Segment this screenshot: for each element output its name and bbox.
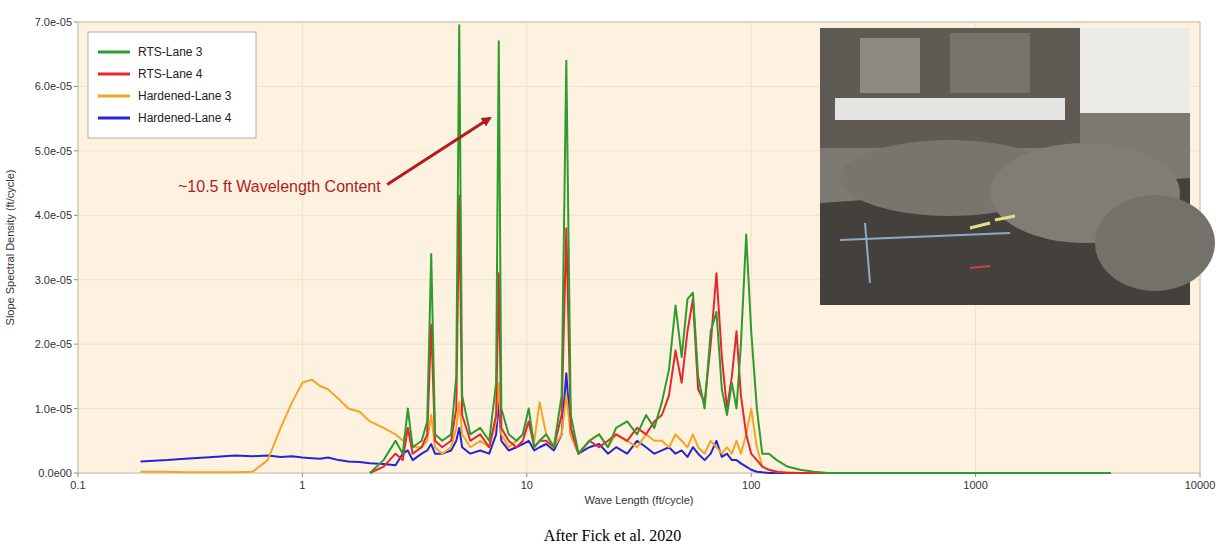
x-axis-title: Wave Length (ft/cycle) <box>584 494 693 506</box>
legend-box <box>88 32 256 138</box>
x-tick-label: 1000 <box>963 479 987 491</box>
x-tick <box>751 473 752 477</box>
y-tick <box>74 408 78 409</box>
x-tick-label: 1 <box>299 479 305 491</box>
photo-machine-part <box>950 33 1030 93</box>
y-tick-label: 5.0e-05 <box>35 145 72 157</box>
x-tick-label: 100 <box>742 479 760 491</box>
y-tick <box>74 473 78 474</box>
x-grid-line <box>302 22 303 473</box>
y-tick-label: 3.0e-05 <box>35 274 72 286</box>
photo-machine <box>820 28 1080 148</box>
legend-swatch <box>98 95 130 98</box>
photo-truck <box>1075 28 1190 113</box>
series-line <box>141 380 1111 473</box>
photo-machine-beam <box>835 98 1065 120</box>
photo-paint-mark <box>970 266 990 268</box>
x-tick-label: 10 <box>521 479 533 491</box>
y-tick-label: 6.0e-05 <box>35 80 72 92</box>
photo-paint-mark <box>995 216 1015 220</box>
photo-paint-mark <box>970 223 990 228</box>
plot-frame <box>78 22 1200 473</box>
series-group <box>141 25 1111 473</box>
legend-swatch <box>98 73 130 76</box>
caption: After Fick et al. 2020 <box>544 527 681 544</box>
grid <box>78 22 1200 473</box>
y-tick <box>74 279 78 280</box>
photo-machine-part <box>860 38 920 93</box>
x-tick <box>526 473 527 477</box>
chart: 0.0e00 1.0e-05 2.0e-05 3.0e-05 4.0e-05 5.0e-0… <box>0 0 1225 550</box>
plot-background <box>78 22 1200 473</box>
y-tick-label: 7.0e-05 <box>35 16 72 28</box>
legend: RTS-Lane 3 RTS-Lane 4 Hardened-Lane 3 Harde… <box>88 32 256 138</box>
x-grid-line <box>751 22 752 473</box>
x-tick-label: 10000 <box>1185 479 1216 491</box>
y-grid-line <box>78 344 1200 345</box>
x-tick <box>302 473 303 477</box>
photo-pile <box>1095 195 1215 291</box>
y-grid-line <box>78 408 1200 409</box>
x-tick <box>1200 473 1201 477</box>
series-line <box>370 25 1111 473</box>
y-tick-label: 2.0e-05 <box>35 338 72 350</box>
annotation-arrow <box>387 118 490 185</box>
y-axis-title: Slope Spectral Density (ft/cycle) <box>4 170 16 326</box>
y-tick <box>74 86 78 87</box>
photo-inset <box>820 28 1215 305</box>
legend-label: RTS-Lane 4 <box>138 67 203 81</box>
photo-paint-mark <box>865 223 870 283</box>
series-line <box>370 196 1111 473</box>
y-tick <box>74 215 78 216</box>
y-tick-label: 0.0e00 <box>38 467 72 479</box>
annotation: ~10.5 ft Wavelength Content <box>178 178 381 195</box>
legend-swatch <box>98 117 130 120</box>
y-tick-label: 4.0e-05 <box>35 209 72 221</box>
axes: 0.0e00 1.0e-05 2.0e-05 3.0e-05 4.0e-05 5.0e-0… <box>35 16 1216 491</box>
y-tick <box>74 344 78 345</box>
x-grid-line <box>526 22 527 473</box>
y-tick-label: 1.0e-05 <box>35 403 72 415</box>
y-tick <box>74 22 78 23</box>
x-tick <box>78 473 79 477</box>
y-tick <box>74 150 78 151</box>
legend-swatch <box>98 51 130 54</box>
x-tick-label: 0.1 <box>70 479 85 491</box>
legend-label: Hardened-Lane 4 <box>138 111 232 125</box>
legend-label: Hardened-Lane 3 <box>138 89 232 103</box>
legend-label: RTS-Lane 3 <box>138 45 203 59</box>
